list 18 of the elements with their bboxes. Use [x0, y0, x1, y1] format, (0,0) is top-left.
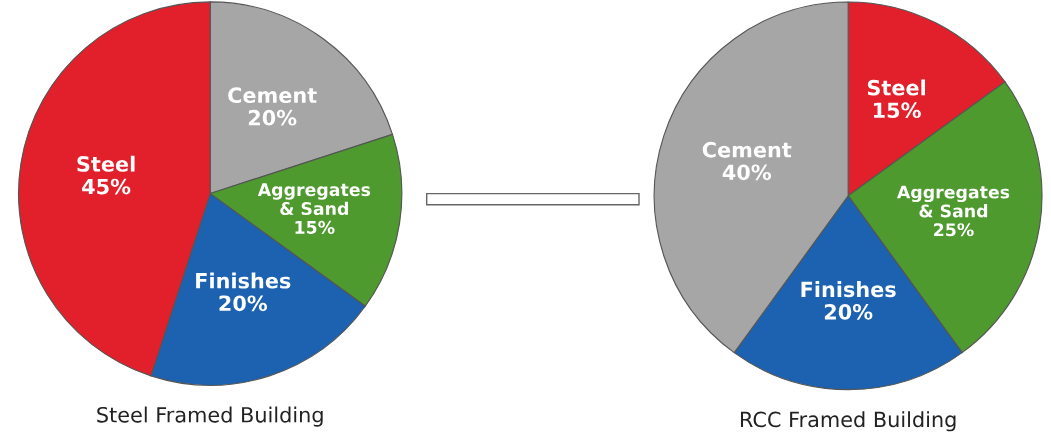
- data-label: 20%: [219, 295, 268, 312]
- slice-label: Steel: [77, 155, 135, 172]
- text: RCC Framed Building: [740, 411, 956, 432]
- slice-label: Finishes: [801, 281, 896, 298]
- data-label: 15%: [873, 102, 921, 119]
- slice-label: Cement: [702, 141, 792, 158]
- data-label: 45%: [82, 178, 131, 195]
- slice-label: Cement: [228, 87, 317, 104]
- slice-label: Finishes: [196, 272, 291, 289]
- slice-label: Aggregates & Sand: [257, 183, 371, 216]
- data-label: 20%: [248, 109, 297, 126]
- data-label: 40%: [722, 164, 772, 181]
- data-label: 20%: [824, 303, 873, 320]
- text: Steel Framed Building: [97, 406, 323, 427]
- data-label: 25%: [934, 223, 974, 237]
- slice-label: Aggregates & Sand: [896, 185, 1010, 218]
- slice-label: Steel: [867, 79, 925, 96]
- data-label: 15%: [295, 220, 335, 234]
